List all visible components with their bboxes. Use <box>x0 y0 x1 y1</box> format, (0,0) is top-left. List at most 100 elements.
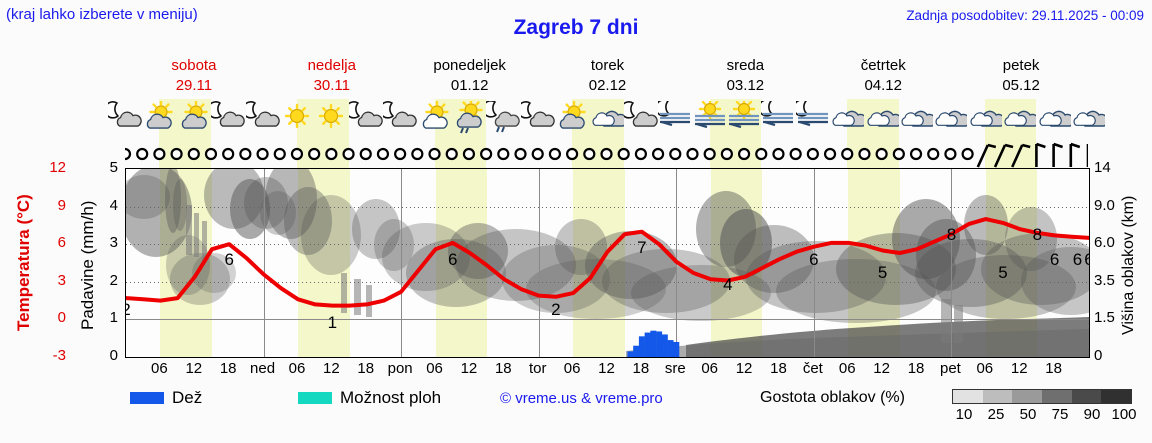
daylight-band <box>709 99 762 168</box>
temperature-point-label: 8 <box>1032 225 1043 245</box>
meteogram-plot[interactable]: 261627465858666 <box>125 168 1090 358</box>
menu-hint-text: (kraj lahko izberete v meniju) <box>6 6 198 23</box>
cloud-density-swatch <box>1071 390 1102 403</box>
x-tick-label: 18 <box>219 360 237 377</box>
precipitation-axis-title: Padavine (mm/h) <box>78 200 97 330</box>
cloud-icon <box>1071 101 1105 135</box>
cloud-density-scale-values: 10 25 50 75 90 100 <box>948 406 1140 423</box>
day-header-torek: torek 02.12 <box>539 56 677 98</box>
horizontal-gridline <box>126 244 1089 246</box>
moon-cloud-icon <box>623 101 658 135</box>
day-date: 05.12 <box>1002 77 1040 94</box>
x-tick-label: 12 <box>323 360 340 377</box>
day-separator-line <box>538 169 540 357</box>
temp-tick: -3 <box>52 347 66 364</box>
day-separator-line <box>813 169 815 357</box>
moon-fog-icon <box>761 101 795 135</box>
series-legend: Dež Možnost ploh <box>130 388 690 414</box>
cloud-density-value: 75 <box>1051 406 1069 423</box>
cloud-density-swatch <box>1101 390 1132 403</box>
x-tick-label: tor <box>528 360 547 377</box>
showers-color-swatch <box>298 392 332 404</box>
day-date: 01.12 <box>450 77 489 94</box>
day-date: 03.12 <box>726 77 765 94</box>
x-tick-label: 06 <box>838 360 856 377</box>
sun-cloud-light-icon <box>418 101 452 135</box>
legend-rain: Dež <box>130 388 202 408</box>
cloud-density-value: 90 <box>1083 406 1101 423</box>
moon-cloud-icon <box>383 101 417 135</box>
day-header-nedelja: nedelja 30.11 <box>263 56 401 98</box>
legend-showers-label: Možnost ploh <box>340 388 442 407</box>
moon-fog-icon <box>795 101 830 135</box>
cloud-tick: 0 <box>1094 347 1103 364</box>
cloud-icon <box>968 101 1002 135</box>
cloud-icon <box>590 101 624 135</box>
temperature-point-label: 6 <box>1049 250 1060 270</box>
cloud-density-legend: Gostota oblakov (%) 10 25 50 75 90 100 <box>760 387 1150 433</box>
day-header-petek: petek 05.12 <box>952 56 1090 98</box>
day-name: petek <box>1002 57 1040 74</box>
day-name: sobota <box>171 57 217 74</box>
x-tick-label: 12 <box>598 360 615 377</box>
sun-icon <box>314 101 348 135</box>
x-tick-label: 06 <box>563 360 581 377</box>
day-separator-line <box>1089 169 1090 357</box>
cloud-density-legend-title: Gostota oblakov (%) <box>760 389 905 406</box>
rain-color-swatch <box>130 392 164 404</box>
moon-cloud-icon <box>348 101 383 135</box>
moon-fog-icon <box>658 101 692 135</box>
x-tick-label: 06 <box>701 360 719 377</box>
temperature-curve <box>126 217 1089 308</box>
cloud-tick: 6.0 <box>1094 234 1115 252</box>
daylight-band <box>159 99 211 168</box>
cloud-density-swatch <box>953 390 983 403</box>
x-tick-label: 06 <box>288 360 306 377</box>
day-header-sobota: sobota 29.11 <box>125 56 263 98</box>
daylight-band <box>435 169 488 357</box>
day-header-sreda: sreda 03.12 <box>676 56 814 98</box>
legend-showers: Možnost ploh <box>298 388 441 408</box>
temperature-point-label: 4 <box>723 275 733 295</box>
precipitation-tick-labels: 5 4 3 2 1 0 <box>96 159 118 364</box>
sun-fog-icon <box>727 101 761 135</box>
cloud-icon <box>865 101 899 135</box>
cloud-icon <box>830 101 865 135</box>
temperature-point-label: 5 <box>877 262 888 282</box>
temp-tick: 6 <box>57 234 66 252</box>
copyright-text[interactable]: © vreme.us & vreme.pro <box>500 390 663 407</box>
temperature-point-label: 6 <box>447 250 458 270</box>
cloud-tick: 1.5 <box>1094 309 1115 327</box>
day-date: 02.12 <box>588 77 627 94</box>
x-tick-label: pet <box>939 360 961 377</box>
moon-cloud-icon <box>520 101 555 135</box>
daylight-band <box>984 99 1037 168</box>
legend-rain-label: Dež <box>172 388 203 407</box>
x-tick-label: 12 <box>735 360 753 377</box>
day-date: 04.12 <box>864 77 902 94</box>
x-tick-label: 12 <box>1010 360 1028 377</box>
cloud-icon <box>933 101 968 135</box>
x-tick-label: 18 <box>770 360 787 377</box>
cloud-density-value: 100 <box>1111 406 1137 423</box>
prec-tick: 1 <box>109 309 118 327</box>
x-tick-label: 18 <box>632 360 650 377</box>
temperature-point-label: 6 <box>1084 250 1089 270</box>
sun-icon <box>280 101 314 135</box>
day-name: torek <box>590 57 625 74</box>
day-date: 29.11 <box>175 77 213 94</box>
daylight-band <box>297 169 350 357</box>
temperature-point-label: 6 <box>224 250 234 270</box>
moon-cloud-rain-icon <box>486 101 521 135</box>
cloud-density-swatch <box>982 390 1013 403</box>
horizontal-gridline <box>126 206 1089 208</box>
sun-cloud-icon <box>177 101 211 135</box>
daylight-band <box>572 99 624 168</box>
cloud-tick: 3.5 <box>1094 271 1115 289</box>
x-tick-label: ned <box>250 360 276 377</box>
temperature-point-label: 2 <box>551 300 561 320</box>
x-tick-label: čet <box>802 360 823 377</box>
page-title: Zagreb 7 dni <box>513 16 639 39</box>
x-tick-label: 18 <box>1045 360 1062 377</box>
day-header-ponedeljek: ponedeljek 01.12 <box>401 56 539 98</box>
